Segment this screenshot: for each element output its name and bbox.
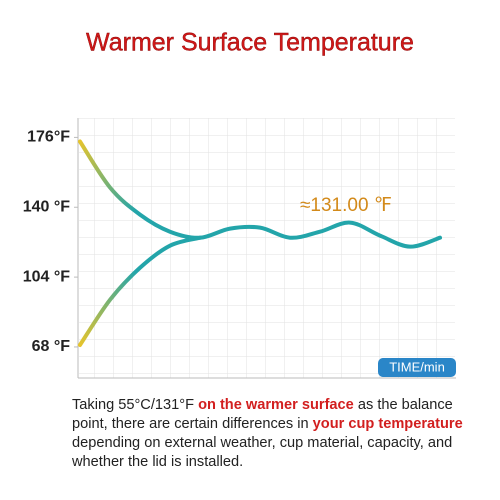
text: depending on external weather, cup mater… bbox=[72, 435, 453, 470]
y-tick-label: 104 °F bbox=[23, 268, 71, 285]
y-tick-label: 176°F bbox=[27, 129, 70, 146]
x-label-box bbox=[378, 358, 456, 377]
line bbox=[78, 139, 442, 249]
emphasis-text: your cup temperature bbox=[312, 416, 463, 432]
text: as the balance point, there are certain … bbox=[72, 397, 453, 432]
grid-background bbox=[79, 118, 455, 378]
description: Taking 55°C/131°F on the warmer surface … bbox=[72, 396, 492, 472]
y-tick-label: 140 °F bbox=[23, 198, 71, 215]
chart-title: Warmer Surface Temperature bbox=[86, 29, 414, 57]
emphasis-text: on the warmer surface bbox=[198, 397, 354, 413]
chart: Warmer Surface Temperature TIME/min ≈131… bbox=[23, 28, 456, 379]
line bbox=[78, 235, 202, 348]
x-axis-label: TIME/min bbox=[389, 359, 445, 374]
annotation: ≈131.00 ℉ bbox=[300, 195, 392, 216]
text: Taking 55°C/131°F bbox=[72, 397, 199, 413]
y-tick-label: 68 °F bbox=[32, 338, 71, 355]
